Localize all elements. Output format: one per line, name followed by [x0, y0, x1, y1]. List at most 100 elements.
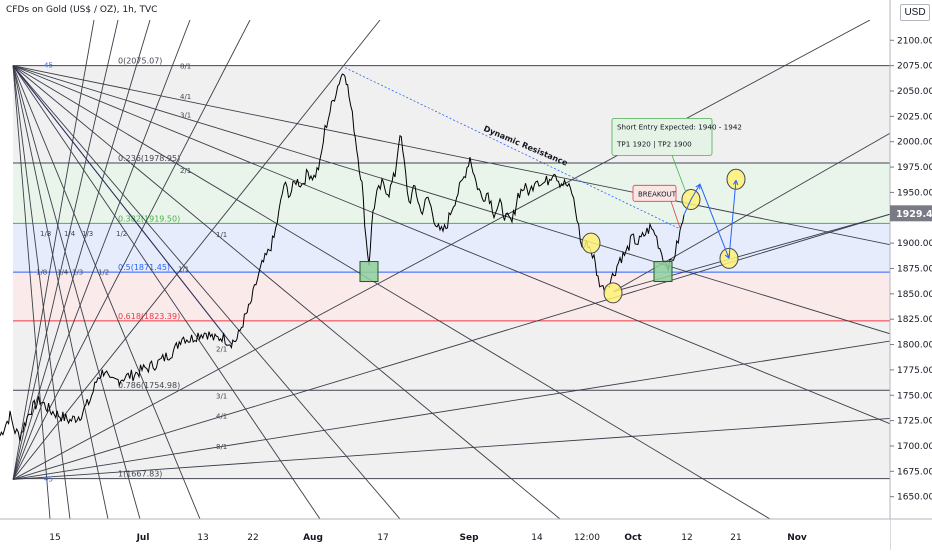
- marker-circle: [581, 232, 601, 254]
- price-scale-bg: [890, 0, 932, 550]
- fan-label: 2/1: [180, 167, 191, 175]
- y-tick-label: 1700.00: [897, 442, 932, 452]
- y-tick-label: 2000.00: [897, 138, 932, 148]
- x-tick-label: Jul: [136, 533, 150, 543]
- fan-label: 1/4: [57, 269, 69, 277]
- y-tick-label: 1775.00: [897, 366, 932, 376]
- fan-label: 1/3: [72, 269, 83, 277]
- fan-label: 1/1: [178, 266, 189, 274]
- callout-text: BREAKOUT: [638, 190, 677, 198]
- fan-line: [12, 65, 401, 519]
- fan-label: 3/1: [216, 392, 227, 400]
- fan-line: [12, 65, 890, 246]
- y-tick-label: 1650.00: [897, 493, 932, 503]
- time-scale: 15 Jul 13 22 Aug 17 Sep 14 12:00 Oct 12 21 Nov: [0, 518, 932, 550]
- fan-line: [12, 65, 201, 519]
- fan-label: 1/8: [40, 230, 51, 238]
- y-tick-label: 1875.00: [897, 264, 932, 274]
- fib-level-label: 0.786(1754.98): [118, 381, 180, 390]
- callout-box: [632, 184, 677, 202]
- fan-line: [12, 20, 871, 480]
- current-price-label: 1929.40: [896, 209, 932, 220]
- current-price-badge: [890, 205, 932, 222]
- x-tick-label: 12:00: [574, 533, 600, 543]
- fan-line: [12, 65, 890, 425]
- fan-line: [12, 65, 321, 519]
- x-tick-label: 14: [531, 533, 543, 543]
- y-tick-label: 2025.00: [897, 112, 932, 122]
- fan-label: 4/1: [216, 413, 227, 421]
- fib-zone: [13, 65, 890, 164]
- fan-label: 1/2: [116, 230, 127, 238]
- fan-line: [12, 65, 561, 519]
- fan-line: [12, 20, 151, 480]
- fan-line: [12, 65, 141, 519]
- fib-level-label: 1(1667.83): [118, 470, 162, 479]
- dotted-trend-line: [344, 67, 681, 230]
- fan-label: 2/1: [216, 346, 227, 354]
- fib-level-label: 0.5(1871.45): [118, 263, 170, 272]
- callout-box: [611, 117, 713, 156]
- x-tick-label: 12: [681, 533, 692, 543]
- y-tick-label: 1800.00: [897, 341, 932, 351]
- projection-arrow: [732, 179, 739, 186]
- y-tick-label: 2100.00: [897, 36, 932, 46]
- x-tick-label: Sep: [459, 533, 479, 543]
- fan-line: [12, 65, 771, 519]
- marker-circle: [603, 282, 623, 304]
- fib-level-label: 0.618(1823.39): [118, 312, 180, 321]
- fan-line: [12, 65, 51, 519]
- fan-label: 45: [44, 62, 53, 70]
- fan-label: 1/1: [216, 231, 227, 239]
- y-tick-label: 1725.00: [897, 417, 932, 427]
- fib-level-label: 0.382(1919.50): [118, 214, 180, 223]
- marker-circle: [726, 168, 746, 190]
- fan-line: [12, 20, 381, 480]
- callout-pointer: [671, 155, 687, 193]
- time-scale-bg: [0, 519, 890, 550]
- fan-line: [12, 65, 233, 345]
- x-tick-label: Nov: [787, 533, 807, 543]
- fan-label: 8/1: [216, 443, 227, 451]
- fan-label: 4/1: [180, 93, 191, 101]
- y-tick-label: 2050.00: [897, 87, 932, 97]
- fib-zone: [13, 390, 890, 479]
- fan-label: 45: [44, 475, 53, 483]
- fan-line: [12, 340, 890, 480]
- x-tick-label: 15: [49, 533, 60, 543]
- fan-label: 1/8: [36, 269, 47, 277]
- marker-square: [653, 261, 673, 283]
- currency-badge[interactable]: USD: [900, 4, 930, 21]
- y-tick-label: 2075.00: [897, 62, 932, 72]
- x-tick-label: 22: [247, 533, 258, 543]
- fan-line: [12, 65, 109, 519]
- y-tick-label: 1675.00: [897, 467, 932, 477]
- y-tick-label: 1950.00: [897, 188, 932, 198]
- breakout-callout: BREAKOUT: [632, 184, 677, 202]
- header-title-text: CFDs on Gold (US$ / OZ), 1h, TVC: [6, 5, 158, 15]
- marker-square: [359, 261, 379, 283]
- projection-path: [683, 180, 737, 259]
- fan-label: 8/1: [180, 63, 191, 71]
- fan-label: 1/2: [98, 269, 109, 277]
- price-line: [0, 73, 685, 442]
- fib-zone: [13, 320, 890, 391]
- callout-text: Short Entry Expected: 1940 - 1942: [617, 122, 742, 131]
- short-entry-callout: Short Entry Expected: 1940 - 1942 TP1 192…: [611, 117, 742, 156]
- fan-line: [12, 65, 71, 519]
- fib-level-label: 0(2075.07): [118, 57, 162, 66]
- x-tick-label: 21: [730, 533, 741, 543]
- projection-arrow: [695, 183, 701, 190]
- fan-line: [12, 65, 890, 335]
- y-tick-label: 1825.00: [897, 315, 932, 325]
- projection-arrow: [724, 253, 730, 259]
- callout-text: TP1 1920 | TP2 1900: [616, 139, 692, 148]
- symbol-title: CFDs on Gold (US$ / OZ), 1h, TVC: [6, 5, 157, 15]
- x-tick-label: 17: [377, 533, 388, 543]
- fan-label: 3/1: [180, 111, 191, 119]
- fib-level-label: 0.236(1978.95): [118, 154, 180, 163]
- y-tick-label: 1975.00: [897, 163, 932, 173]
- price-scale: 1650.00 1675.00 1700.00 1725.00 1750.00 1775.…: [889, 0, 932, 550]
